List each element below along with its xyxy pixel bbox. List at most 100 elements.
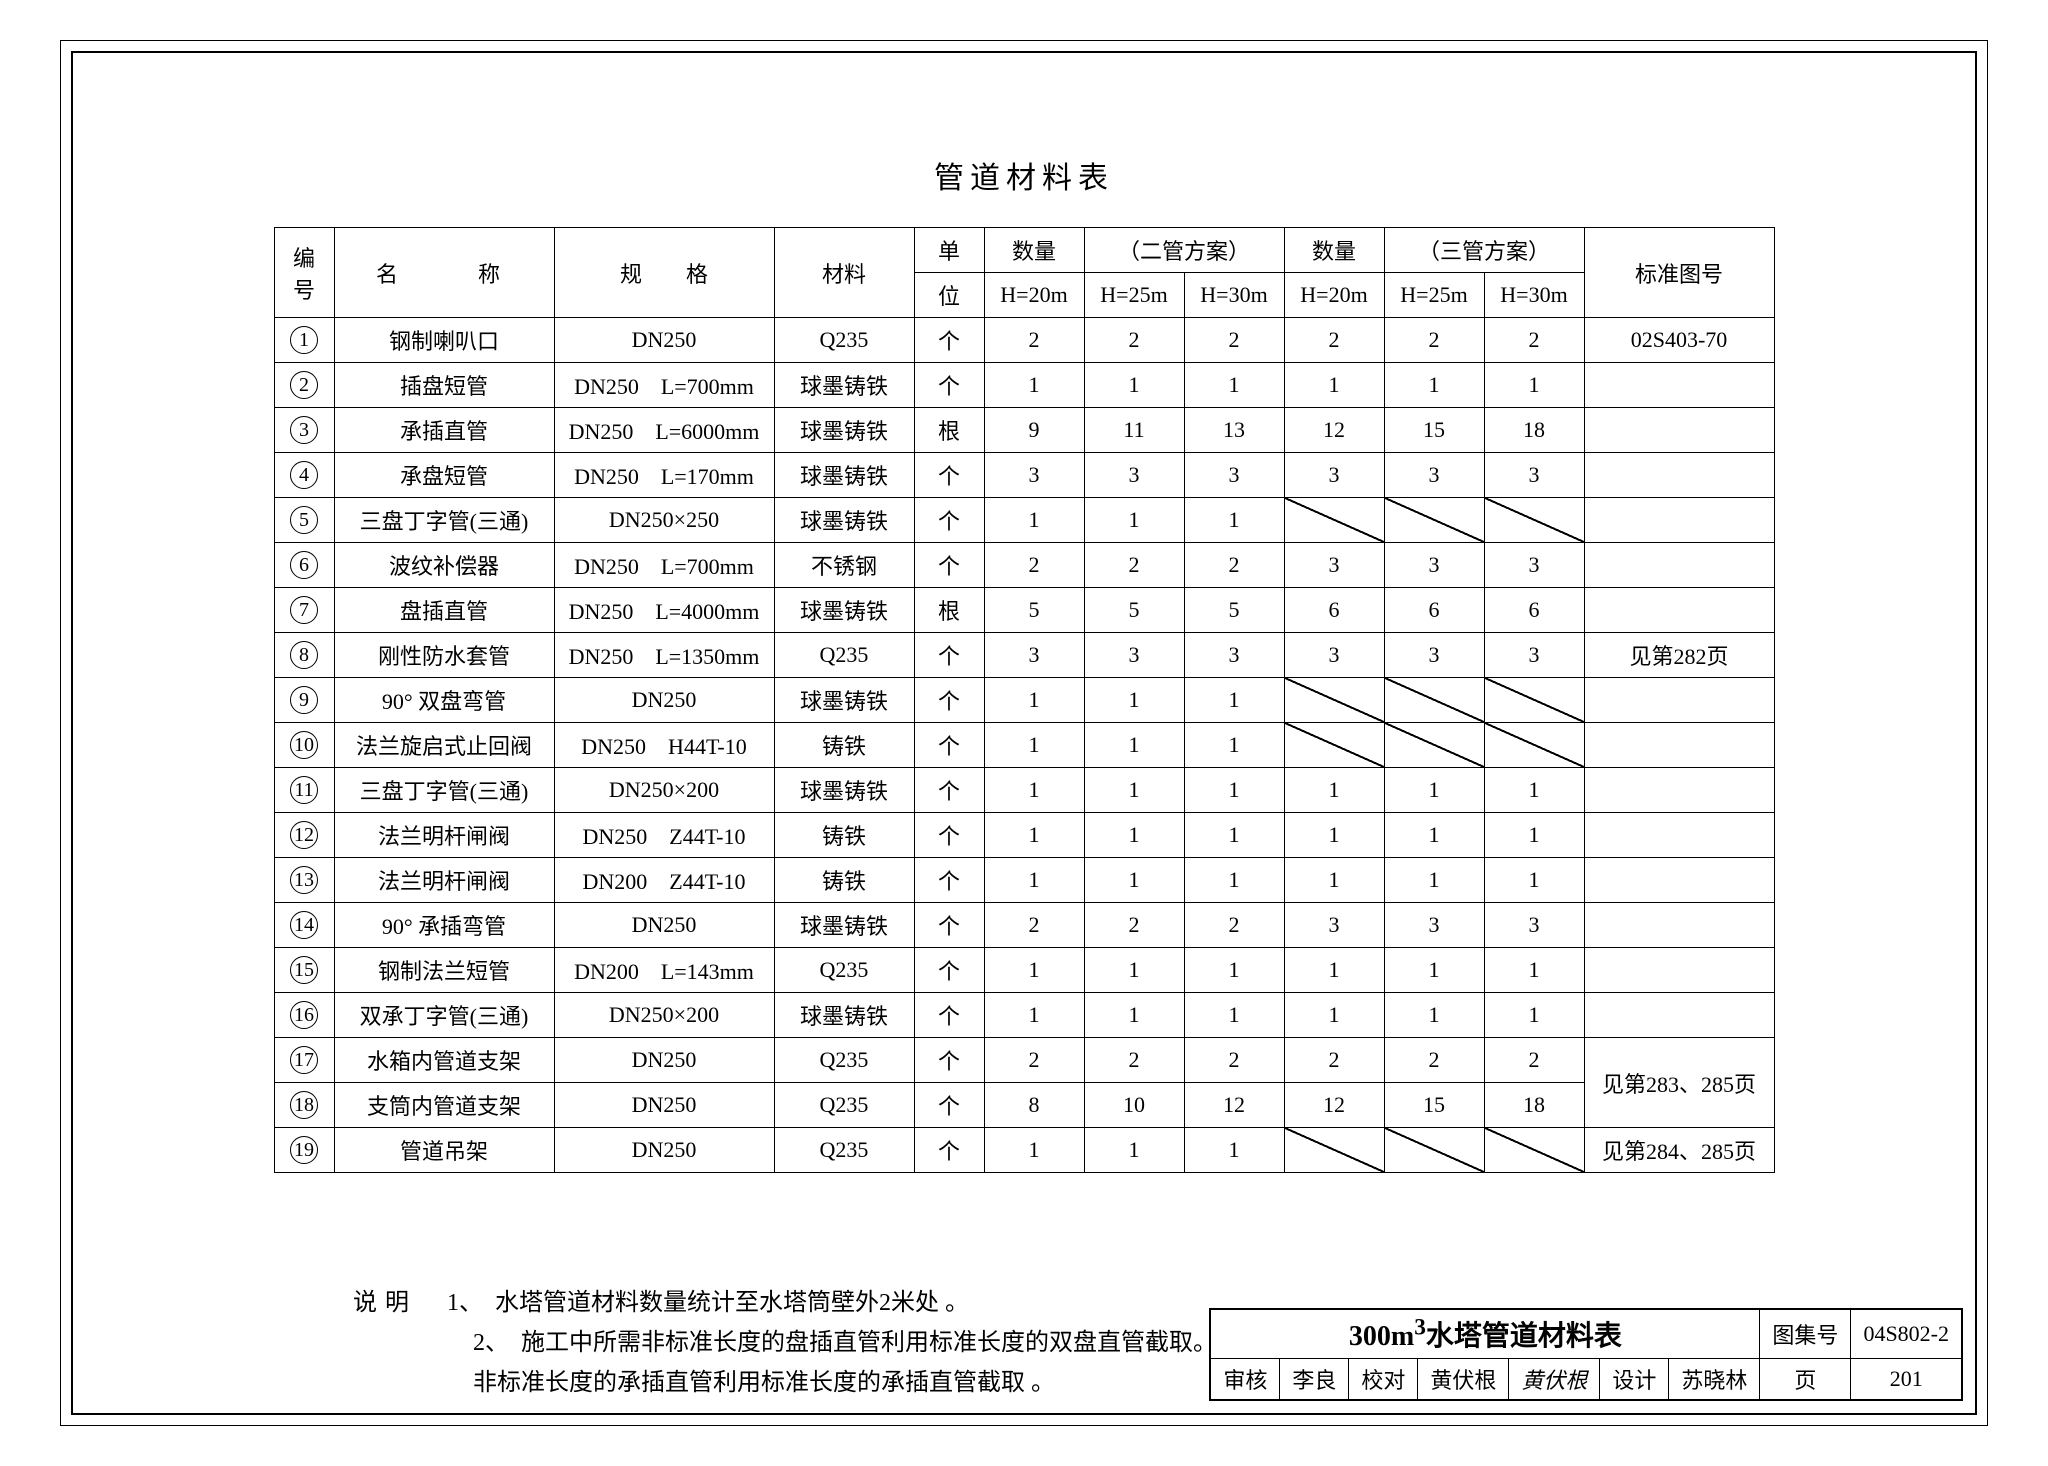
cell: 1 [1284,768,1384,813]
cell: 1 [1084,858,1184,903]
cell: DN250 L=6000mm [554,408,774,453]
cell: 球墨铸铁 [774,903,914,948]
cell: 2 [1284,318,1384,363]
cell: 铸铁 [774,723,914,768]
cell: 3 [1284,633,1384,678]
circled-number: 9 [290,686,318,714]
cell: 水箱内管道支架 [334,1038,554,1083]
set-label: 图集号 [1760,1309,1851,1359]
page-no: 201 [1851,1358,1962,1400]
table-row: 10法兰旋启式止回阀DN250 H44T-10铸铁个111 [274,723,1774,768]
设计-name: 苏晓林 [1669,1358,1760,1400]
header-row-1: 编号 名 称 规 格 材料 单 数量 （二管方案） 数量 （三管方案） 标准图号 [274,228,1774,273]
cell: 2 [984,1038,1084,1083]
cell [1284,1128,1384,1173]
circled-number: 17 [290,1046,318,1074]
cell-idx: 5 [274,498,334,543]
drawing-title: 300m3水塔管道材料表 [1210,1309,1760,1359]
cell: 球墨铸铁 [774,993,914,1038]
cell: 5 [1084,588,1184,633]
cell: 8 [984,1083,1084,1128]
cell: 12 [1284,1083,1384,1128]
cell [1584,723,1774,768]
cell: Q235 [774,633,914,678]
th-qty1: 数量 [984,228,1084,273]
cell-idx: 12 [274,813,334,858]
cell: 6 [1284,588,1384,633]
校对-sig: 黄伏根 [1509,1358,1600,1400]
table-row: 15钢制法兰短管DN200 L=143mmQ235个111111 [274,948,1774,993]
cell: 球墨铸铁 [774,363,914,408]
cell: 铸铁 [774,858,914,903]
cell: 12 [1284,408,1384,453]
cell: 承盘短管 [334,453,554,498]
circled-number: 16 [290,1001,318,1029]
cell: 1 [984,363,1084,408]
cell: 9 [984,408,1084,453]
th-idx: 编号 [274,228,334,318]
cell [1584,363,1774,408]
审核-label: 审核 [1210,1358,1280,1400]
cell-idx: 6 [274,543,334,588]
table-row: 17水箱内管道支架DN250Q235个222222见第283、285页 [274,1038,1774,1083]
cell: 15 [1384,1083,1484,1128]
cell: Q235 [774,1083,914,1128]
cell: 1 [1384,768,1484,813]
cell [1584,453,1774,498]
circled-number: 11 [290,776,318,804]
th-material: 材料 [774,228,914,318]
cell: DN250×200 [554,768,774,813]
cell: 刚性防水套管 [334,633,554,678]
cell: 球墨铸铁 [774,498,914,543]
cell: 个 [914,543,984,588]
cell: 个 [914,453,984,498]
circled-number: 12 [290,821,318,849]
set-no: 04S802-2 [1851,1309,1962,1359]
cell [1584,543,1774,588]
materials-table: 编号 名 称 规 格 材料 单 数量 （二管方案） 数量 （三管方案） 标准图号… [274,227,1775,1173]
cell: 3 [984,453,1084,498]
cell: 11 [1084,408,1184,453]
cell: 1 [1084,363,1184,408]
cell [1584,588,1774,633]
table-row: 1钢制喇叭口DN250Q235个22222202S403-70 [274,318,1774,363]
cell: 1 [984,993,1084,1038]
circled-number: 4 [290,461,318,489]
table-row: 990° 双盘弯管DN250球墨铸铁个111 [274,678,1774,723]
cell: 根 [914,588,984,633]
cell [1284,678,1384,723]
cell: 1 [1184,363,1284,408]
cell: 1 [1384,813,1484,858]
cell: 1 [1384,993,1484,1038]
cell: 3 [984,633,1084,678]
table-row: 4承盘短管DN250 L=170mm球墨铸铁个333333 [274,453,1774,498]
cell-idx: 16 [274,993,334,1038]
cell: 1 [1084,1128,1184,1173]
circled-number: 19 [290,1136,318,1164]
th-name: 名 称 [334,228,554,318]
cell: 2 [1184,903,1284,948]
cell: 球墨铸铁 [774,408,914,453]
cell: Q235 [774,948,914,993]
cell-idx: 18 [274,1083,334,1128]
cell: 3 [1484,633,1584,678]
table-row: 6波纹补偿器DN250 L=700mm不锈钢个222333 [274,543,1774,588]
cell: 3 [1484,903,1584,948]
cell [1384,678,1484,723]
cell: 承插直管 [334,408,554,453]
inner-frame: 管道材料表 编号 名 称 规 格 材料 单 数量 （二管方案） 数量 （三管方案… [71,51,1977,1415]
cell [1584,813,1774,858]
cell: DN250 L=700mm [554,363,774,408]
cell: 1 [1484,858,1584,903]
note-1: 1、 水塔管道材料数量统计至水塔筒壁外2米处 。 [447,1290,969,1316]
circled-number: 3 [290,416,318,444]
circled-number: 15 [290,956,318,984]
cell-idx: 14 [274,903,334,948]
table-row: 2插盘短管DN250 L=700mm球墨铸铁个111111 [274,363,1774,408]
cell: 1 [1084,948,1184,993]
cell: 个 [914,1128,984,1173]
cell: 5 [984,588,1084,633]
cell [1484,678,1584,723]
th-h20a: H=20m [984,273,1084,318]
cell: 90° 承插弯管 [334,903,554,948]
